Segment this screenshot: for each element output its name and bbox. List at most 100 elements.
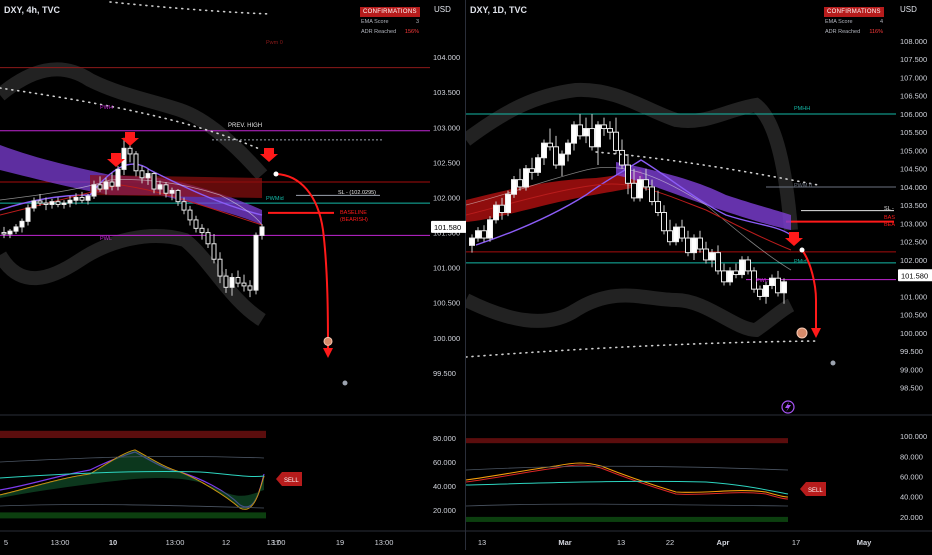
candle — [649, 186, 655, 203]
price-tick-label: 102.000 — [900, 256, 927, 265]
candle — [511, 179, 517, 195]
candle — [61, 202, 67, 205]
candle — [547, 142, 553, 148]
candle — [595, 124, 601, 148]
candle — [55, 201, 61, 205]
target-marker — [323, 336, 333, 346]
candle — [1, 232, 7, 235]
candle — [37, 200, 43, 204]
price-tick-label: 99.500 — [900, 347, 923, 356]
candle — [217, 258, 223, 277]
candle — [121, 147, 127, 170]
candle — [19, 220, 25, 228]
oscillator-line — [465, 503, 789, 507]
lightning-icon — [781, 400, 795, 414]
price-tick-label: 99.500 — [433, 369, 456, 378]
level-label-pwm: PWM 0 — [794, 183, 812, 189]
oscillator-overbought-band — [466, 438, 788, 444]
price-tick-label: 99.000 — [900, 365, 923, 374]
candle — [517, 179, 523, 188]
price-tick-label: 103.000 — [900, 219, 927, 228]
candle — [541, 142, 547, 159]
oscillator-tick-label: 80.000 — [900, 452, 923, 461]
sell-badge-label: SELL — [808, 488, 823, 494]
candle — [661, 212, 667, 232]
target-marker — [796, 327, 808, 339]
candle — [637, 179, 643, 199]
candle — [679, 226, 685, 239]
current-price-label: 101.580 — [901, 271, 928, 280]
candle — [469, 237, 475, 246]
oscillator-tick-label: 60.000 — [900, 473, 923, 482]
candle — [247, 285, 253, 291]
time-tick-label: 22 — [666, 538, 674, 547]
ema-line — [0, 179, 263, 226]
entry-point — [799, 247, 805, 253]
level-label-pmh: PMHH — [794, 106, 810, 112]
confirmation-row: EMA Score 4 — [825, 19, 883, 25]
price-tick-label: 102.500 — [900, 238, 927, 247]
time-tick-label: 13 — [617, 538, 625, 547]
candle — [601, 124, 607, 130]
sell-badge — [800, 482, 826, 496]
candle — [253, 234, 259, 291]
level-label-sl: SL - (102.0295) — [338, 190, 376, 196]
price-tick-label: 101.000 — [433, 264, 460, 273]
sell-badge-label: SELL — [284, 478, 299, 484]
oscillator-overbought-band — [0, 430, 266, 438]
chart-title: DXY, 4h, TVC — [4, 5, 61, 15]
price-tick-label: 100.000 — [900, 329, 927, 338]
oscillator-line — [465, 480, 789, 495]
candle — [25, 207, 31, 222]
candle — [763, 285, 769, 297]
price-tick-label: 103.000 — [433, 123, 460, 132]
entry-point — [273, 171, 279, 177]
oscillator-oversold-band — [466, 516, 788, 522]
candle — [553, 146, 559, 166]
baseline-cloud — [616, 162, 791, 230]
oscillator-tick-label: 80.000 — [433, 434, 456, 443]
candle — [691, 237, 697, 254]
price-tick-label: 108.000 — [900, 37, 927, 46]
alert-marker — [342, 380, 348, 386]
chart-4h-canvas[interactable]: Pwm 0 PWH PREV. HIGH PWMid PWL SL - (102.0295… — [0, 0, 469, 550]
candle — [181, 201, 187, 211]
time-tick-label: 13:00 — [375, 538, 394, 547]
candle — [235, 276, 241, 284]
candle — [643, 179, 649, 188]
candle — [613, 131, 619, 151]
confirmation-row: ADR Reached 116% — [825, 29, 883, 35]
oscillator-line — [0, 455, 265, 463]
candle — [79, 196, 85, 201]
sell-arrow — [260, 148, 278, 162]
candle — [619, 149, 625, 166]
candle — [223, 275, 229, 288]
candle — [565, 142, 571, 155]
candle — [97, 184, 103, 190]
candle — [685, 237, 691, 254]
oscillator-line — [465, 462, 789, 498]
target-arrow — [275, 173, 329, 351]
candle — [739, 259, 745, 276]
sell-badge — [276, 472, 302, 486]
level-label-pwmid: PWMid — [266, 196, 284, 202]
volatility-band-lower — [0, 229, 266, 326]
candle — [211, 243, 217, 260]
time-tick-label: Apr — [717, 538, 730, 547]
price-tick-label: 106.000 — [900, 110, 927, 119]
candle — [175, 189, 181, 203]
level-label-pwm: Pwm 0 — [266, 40, 283, 46]
confirmations-header: CONFIRMATIONS — [360, 7, 420, 17]
price-tick-label: 103.500 — [433, 88, 460, 97]
chart-pane-4h[interactable]: Pwm 0 PWH PREV. HIGH PWMid PWL SL - (102.0295… — [0, 0, 469, 550]
candle — [673, 226, 679, 243]
candle — [721, 270, 727, 283]
target-arrow — [801, 249, 817, 330]
level-label-pwl: PWL — [756, 278, 768, 284]
level-label-prev-high: PREV. HIGH — [228, 123, 262, 129]
oscillator-oversold-band — [0, 512, 266, 519]
oscillator-line — [0, 450, 264, 510]
chart-pane-1d[interactable]: PMHH PWM 0 SL - BAS BEA PMid PWL 108.000 107.500… — [461, 0, 932, 550]
candle — [241, 282, 247, 287]
